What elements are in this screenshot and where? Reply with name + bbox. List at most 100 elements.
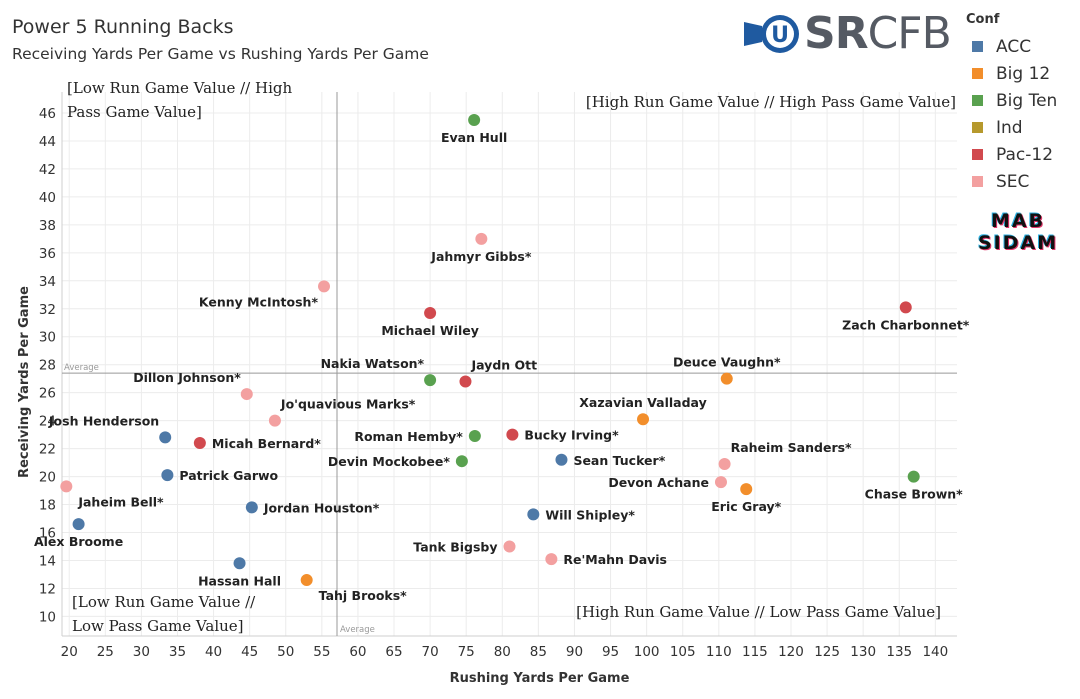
y-tick-label: 46 — [39, 106, 56, 122]
quadrant-label-bottom-right: [High Run Game Value // Low Pass Game Va… — [576, 603, 941, 621]
legend-swatch — [972, 68, 983, 79]
mab-sidam-watermark: MAB SIDAM — [978, 210, 1058, 254]
x-tick-label: 25 — [97, 644, 114, 660]
legend-item: Big 12 — [966, 60, 1057, 87]
data-point — [300, 574, 313, 587]
data-point — [60, 480, 73, 493]
data-point — [899, 301, 912, 314]
legend-item: ACC — [966, 33, 1057, 60]
srcfb-logo: U SRCFB — [742, 8, 954, 62]
data-point — [240, 388, 253, 401]
point-label: Nakia Watson* — [321, 356, 425, 371]
legend-item: Pac-12 — [966, 141, 1057, 168]
point-label: Jaheim Bell* — [77, 494, 164, 509]
point-label: Re'Mahn Davis — [563, 552, 667, 567]
quadrant-label-top-right: [High Run Game Value // High Pass Game V… — [586, 93, 956, 111]
watermark-line-1: MAB — [991, 210, 1046, 232]
data-point — [907, 470, 920, 483]
x-tick-label: 105 — [670, 644, 696, 660]
legend-label: Big 12 — [996, 63, 1051, 84]
chart-title: Power 5 Running Backs — [12, 16, 234, 38]
legend-label: SEC — [996, 171, 1030, 192]
y-tick-label: 16 — [39, 526, 56, 542]
x-tick-label: 100 — [634, 644, 660, 660]
point-label: Eric Gray* — [711, 499, 781, 514]
x-tick-label: 45 — [241, 644, 258, 660]
logo-text-thin: CFB — [867, 8, 952, 59]
data-point — [424, 374, 437, 387]
legend-item: Big Ten — [966, 87, 1057, 114]
x-tick-label: 20 — [61, 644, 78, 660]
x-tick-label: 35 — [169, 644, 186, 660]
data-point — [503, 540, 516, 553]
data-point — [459, 375, 472, 388]
x-tick-label: 75 — [458, 644, 475, 660]
x-tick-label: 30 — [133, 644, 150, 660]
y-axis-title: Receiving Yards Per Game — [17, 286, 32, 478]
watermark-line-2: SIDAM — [978, 232, 1059, 254]
quadrant-label-bottom-left: Low Pass Game Value] — [72, 617, 244, 635]
logo-text-bold: SR — [804, 8, 869, 59]
y-tick-label: 10 — [39, 609, 56, 625]
legend-swatch — [972, 149, 983, 160]
y-tick-label: 30 — [39, 330, 56, 346]
data-point — [245, 501, 258, 514]
y-tick-label: 22 — [39, 442, 56, 458]
x-tick-label: 130 — [850, 644, 876, 660]
legend-label: Ind — [996, 117, 1023, 138]
x-axis-title: Rushing Yards Per Game — [450, 671, 630, 686]
point-label: Bucky Irving* — [524, 428, 619, 443]
data-point — [718, 457, 731, 470]
y-tick-label: 20 — [39, 470, 56, 486]
data-point — [720, 372, 733, 385]
data-point — [506, 428, 519, 441]
data-point — [424, 306, 437, 319]
legend-swatch — [972, 176, 983, 187]
point-label: Xazavian Valladay — [579, 395, 706, 410]
data-point — [555, 453, 568, 466]
quadrant-label-top-left: Pass Game Value] — [67, 103, 202, 121]
data-point — [193, 437, 206, 450]
x-tick-label: 55 — [313, 644, 330, 660]
x-tick-label: 40 — [205, 644, 222, 660]
point-label: Chase Brown* — [865, 487, 964, 502]
point-label: Devon Achane — [608, 475, 709, 490]
y-tick-label: 36 — [39, 246, 56, 262]
chart-subtitle: Receiving Yards Per Game vs Rushing Yard… — [12, 45, 429, 63]
x-tick-label: 85 — [530, 644, 547, 660]
x-tick-label: 140 — [922, 644, 948, 660]
point-label: Jordan Houston* — [263, 500, 380, 515]
data-point — [545, 553, 558, 566]
legend-item: Ind — [966, 114, 1057, 141]
point-label: Will Shipley* — [545, 507, 635, 522]
data-point — [455, 455, 468, 468]
data-point — [740, 483, 753, 496]
data-point — [268, 414, 281, 427]
legend-title: Conf — [966, 12, 1000, 27]
y-tick-label: 44 — [39, 134, 56, 150]
legend-swatch — [972, 122, 983, 133]
legend-items: ACC Big 12 Big Ten Ind Pac-12 SEC — [966, 33, 1057, 195]
point-label: Michael Wiley — [381, 323, 479, 338]
data-point — [161, 469, 174, 482]
data-point — [468, 113, 481, 126]
point-label: Micah Bernard* — [212, 436, 321, 451]
logo-mark-icon: U — [744, 15, 799, 53]
point-label: Dillon Johnson* — [133, 370, 241, 385]
legend-label: Big Ten — [996, 90, 1058, 111]
x-tick-label: 115 — [742, 644, 768, 660]
point-label: Jo'quavious Marks* — [280, 397, 416, 412]
x-tick-label: 120 — [778, 644, 804, 660]
y-tick-label: 24 — [39, 414, 56, 430]
y-tick-label: 38 — [39, 218, 56, 234]
data-point — [527, 508, 540, 521]
point-label: Deuce Vaughn* — [673, 355, 781, 370]
point-label: Tank Bigsby — [413, 539, 497, 554]
y-tick-label: 18 — [39, 498, 56, 514]
point-label: Jahmyr Gibbs* — [430, 249, 532, 264]
quadrant-label-top-left: [Low Run Game Value // High — [67, 79, 292, 97]
legend-label: ACC — [996, 36, 1032, 57]
x-average-label: Average — [340, 625, 375, 635]
x-tick-label: 80 — [494, 644, 511, 660]
